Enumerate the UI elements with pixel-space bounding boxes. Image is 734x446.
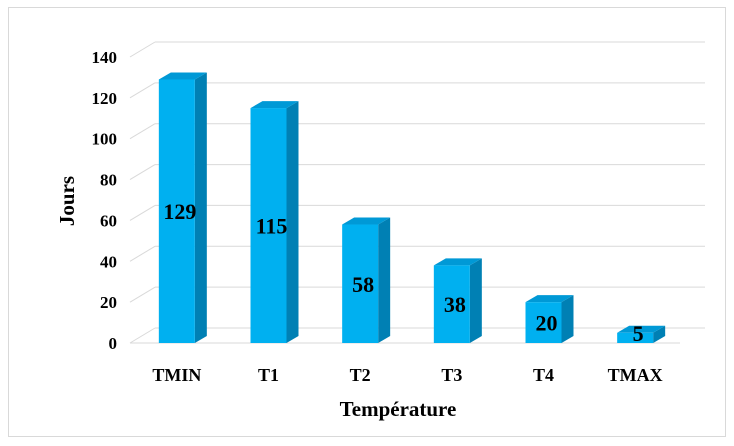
bar-t4 [525,295,574,343]
bar-tmin [158,72,207,343]
bar-front [525,302,562,343]
data-label: 115 [256,214,288,239]
gridline-depth-0 [129,327,156,344]
gridline-depth-6 [129,82,156,99]
bar-side [653,325,666,343]
bar-top [525,295,574,303]
bar-front [617,332,654,343]
bar-top [617,325,666,333]
x-tick-label: TMAX [608,365,663,385]
gridline-depth-1 [129,286,156,303]
data-label: 20 [536,311,558,336]
x-tick-label: T2 [350,365,371,385]
x-tick-label: T4 [533,365,554,385]
gridline-depth-7 [129,41,156,58]
y-tick-label: 140 [92,48,118,67]
y-tick-label: 80 [100,171,117,190]
bar-side [561,295,574,343]
y-tick-label: 40 [100,252,117,271]
data-label: 58 [352,272,374,297]
bars: 129 115 58 38 20 5 [158,72,666,346]
x-tick-label: T3 [441,365,462,385]
gridlines [129,41,705,344]
gridline-depth-2 [129,245,156,262]
y-tick-label: 0 [109,334,118,353]
bar-side [194,72,207,343]
bar-tmax [617,325,666,343]
bar-front [342,224,379,343]
bar-top [342,217,391,225]
x-tick-label: TMIN [152,365,201,385]
y-axis-title: Jours [55,176,79,226]
bar-front [433,265,470,343]
bar-side [378,217,391,343]
bar-side [286,101,299,343]
x-tick-label: T1 [258,365,279,385]
gridline-depth-4 [129,164,156,181]
bar-t3 [433,258,482,343]
bar-t1 [250,101,299,343]
bar-front [250,108,287,343]
gridline-depth-5 [129,123,156,140]
bar-side [469,258,482,343]
y-tick-label: 20 [100,293,117,312]
x-tick-labels: TMIN T1 T2 T3 T4 TMAX [152,365,662,385]
y-tick-label: 120 [92,89,118,108]
bar-top [158,72,207,80]
bar-top [433,258,482,266]
bar-front [158,79,195,343]
bar-top [250,101,299,109]
y-tick-label: 60 [100,211,117,230]
gridline-depth-3 [129,204,156,221]
data-label: 5 [633,321,644,346]
y-tick-labels: 0 20 40 60 80 100 120 140 [92,48,118,353]
data-label: 38 [444,292,466,317]
y-tick-label: 100 [92,130,118,149]
x-axis-title: Température [340,397,457,421]
data-label: 129 [163,199,196,224]
bar-t2 [342,217,391,343]
